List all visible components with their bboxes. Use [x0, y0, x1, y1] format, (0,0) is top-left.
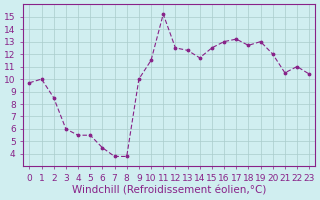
- X-axis label: Windchill (Refroidissement éolien,°C): Windchill (Refroidissement éolien,°C): [72, 186, 267, 196]
